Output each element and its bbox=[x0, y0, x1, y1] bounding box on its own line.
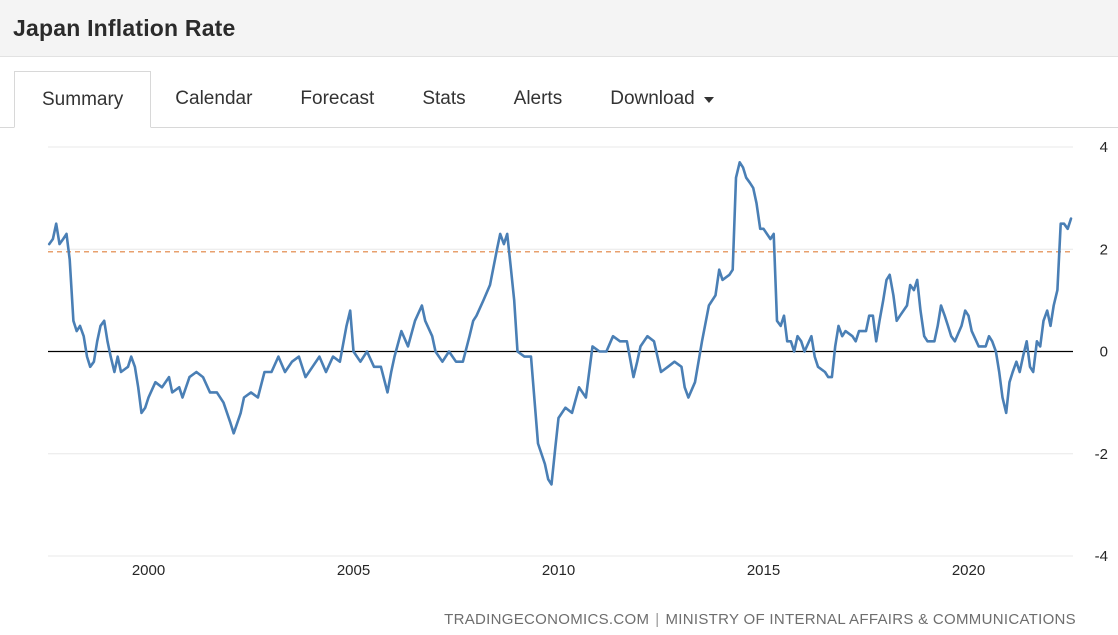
svg-text:2020: 2020 bbox=[952, 562, 985, 579]
tab-alerts-label: Alerts bbox=[513, 87, 563, 109]
tab-summary[interactable]: Summary bbox=[14, 71, 152, 128]
svg-text:4: 4 bbox=[1100, 139, 1108, 156]
attribution-source: TRADINGECONOMICS.COM bbox=[444, 611, 650, 628]
svg-text:2005: 2005 bbox=[337, 562, 370, 579]
y-axis-labels: 4 2 0 -2 -4 bbox=[1095, 139, 1108, 565]
tab-stats-label: Stats bbox=[422, 87, 466, 109]
tab-forecast[interactable]: Forecast bbox=[276, 70, 398, 127]
tab-stats[interactable]: Stats bbox=[398, 70, 489, 127]
tab-bar: Summary Calendar Forecast Stats Alerts D… bbox=[0, 57, 1118, 128]
page-header: Japan Inflation Rate bbox=[0, 0, 1118, 57]
tab-calendar-label: Calendar bbox=[175, 87, 253, 109]
x-axis-labels: 2000 2005 2010 2015 2020 bbox=[132, 562, 985, 579]
svg-text:-4: -4 bbox=[1095, 548, 1108, 565]
svg-text:0: 0 bbox=[1100, 344, 1108, 361]
svg-text:2: 2 bbox=[1100, 241, 1108, 258]
tab-calendar[interactable]: Calendar bbox=[151, 70, 276, 127]
chart-attribution: TRADINGECONOMICS.COM | MINISTRY OF INTERNA… bbox=[444, 611, 1076, 628]
svg-text:2000: 2000 bbox=[132, 562, 165, 579]
inflation-line-series bbox=[47, 161, 1073, 486]
svg-text:-2: -2 bbox=[1095, 446, 1108, 463]
tab-download-label: Download bbox=[610, 87, 695, 109]
gridlines bbox=[48, 146, 1073, 557]
tab-forecast-label: Forecast bbox=[300, 87, 375, 109]
chart-area: 4 2 0 -2 -4 2000 2005 2010 2015 2020 TRADINGECON… bbox=[0, 128, 1118, 635]
caret-down-icon bbox=[703, 97, 714, 103]
svg-text:2015: 2015 bbox=[747, 562, 780, 579]
attribution-separator: | bbox=[655, 611, 660, 628]
inflation-rate-chart[interactable]: 4 2 0 -2 -4 2000 2005 2010 2015 2020 bbox=[0, 128, 1118, 603]
tab-summary-label: Summary bbox=[42, 88, 124, 110]
page-title: Japan Inflation Rate bbox=[13, 14, 236, 41]
attribution-agency: MINISTRY OF INTERNAL AFFAIRS & COMMUNICA… bbox=[665, 611, 1076, 628]
tab-download[interactable]: Download bbox=[586, 70, 738, 127]
tab-alerts[interactable]: Alerts bbox=[490, 70, 587, 127]
svg-text:2010: 2010 bbox=[542, 562, 575, 579]
